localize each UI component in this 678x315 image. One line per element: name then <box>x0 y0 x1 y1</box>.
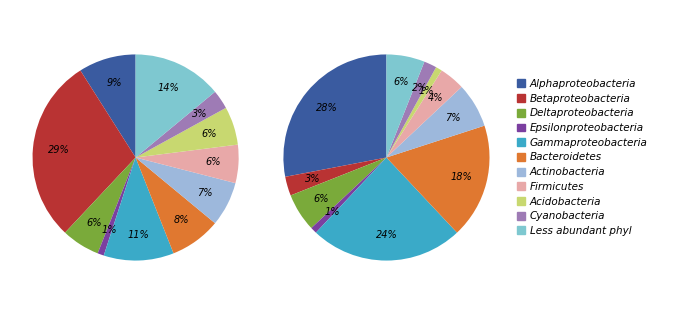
Wedge shape <box>136 108 238 158</box>
Text: 3%: 3% <box>192 109 207 119</box>
Text: 2%: 2% <box>412 83 427 93</box>
Text: 1%: 1% <box>324 207 340 217</box>
Text: 6%: 6% <box>393 77 409 87</box>
Wedge shape <box>386 54 424 158</box>
Text: 8%: 8% <box>174 215 188 225</box>
Wedge shape <box>291 158 386 228</box>
Wedge shape <box>104 158 174 261</box>
Legend: Alphaproteobacteria, Betaproteobacteria, Deltaproteobacteria, Epsilonproteobacte: Alphaproteobacteria, Betaproteobacteria,… <box>517 79 647 236</box>
Wedge shape <box>386 87 485 158</box>
Wedge shape <box>33 71 136 232</box>
Text: 6%: 6% <box>205 158 220 167</box>
Wedge shape <box>81 54 136 158</box>
Wedge shape <box>136 54 215 158</box>
Wedge shape <box>386 71 462 158</box>
Text: 24%: 24% <box>376 230 397 240</box>
Wedge shape <box>386 62 436 158</box>
Wedge shape <box>386 67 441 158</box>
Wedge shape <box>65 158 136 253</box>
Text: 14%: 14% <box>157 83 180 93</box>
Wedge shape <box>136 158 235 223</box>
Wedge shape <box>386 126 490 232</box>
Text: 7%: 7% <box>445 113 461 123</box>
Text: 1%: 1% <box>418 86 433 96</box>
Text: 7%: 7% <box>197 188 212 198</box>
Text: 9%: 9% <box>106 78 122 88</box>
Text: 1%: 1% <box>102 225 117 235</box>
Wedge shape <box>285 158 386 195</box>
Wedge shape <box>283 54 386 177</box>
Text: 11%: 11% <box>127 230 149 240</box>
Text: 6%: 6% <box>86 218 102 228</box>
Wedge shape <box>136 92 226 158</box>
Text: 4%: 4% <box>428 93 443 103</box>
Wedge shape <box>136 158 215 253</box>
Wedge shape <box>136 145 239 183</box>
Text: 3%: 3% <box>304 174 320 184</box>
Text: 29%: 29% <box>47 145 70 155</box>
Wedge shape <box>316 158 457 261</box>
Text: 6%: 6% <box>313 194 329 204</box>
Wedge shape <box>311 158 386 232</box>
Text: 6%: 6% <box>201 129 217 139</box>
Text: 28%: 28% <box>316 103 338 113</box>
Wedge shape <box>98 158 136 255</box>
Text: 18%: 18% <box>450 172 472 182</box>
